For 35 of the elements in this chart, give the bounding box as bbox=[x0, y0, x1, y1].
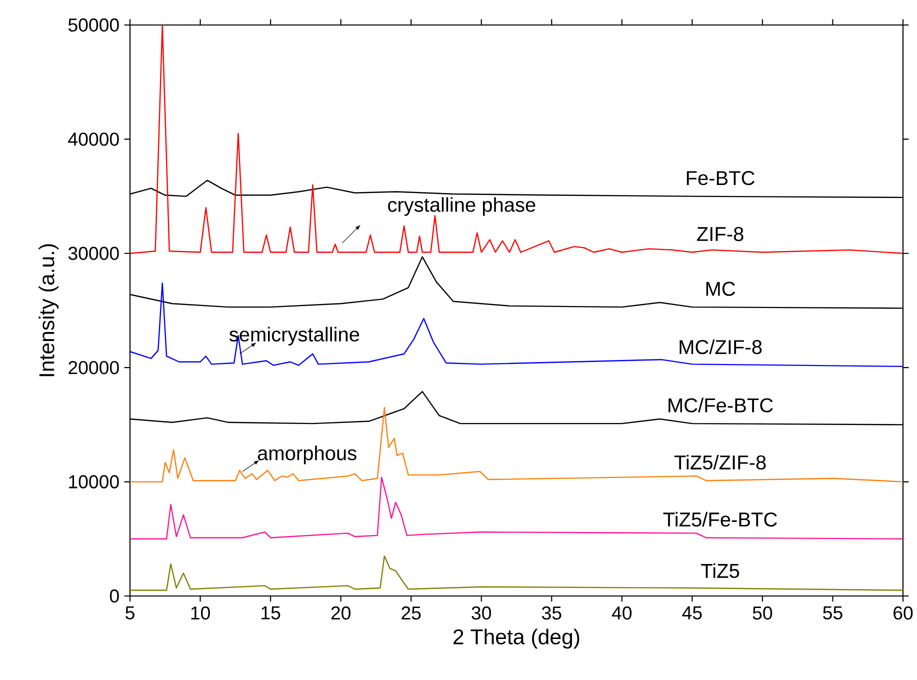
annotation: crystalline phase bbox=[388, 197, 536, 216]
x-tick-label: 35 bbox=[542, 606, 562, 620]
y-tick-label: 30000 bbox=[68, 246, 119, 260]
y-axis-title: Intensity (a.u.) bbox=[38, 244, 59, 376]
x-tick-label: 40 bbox=[612, 606, 632, 620]
x-tick-label: 15 bbox=[262, 606, 280, 620]
x-tick-label: 5 bbox=[126, 606, 134, 620]
line-series bbox=[130, 282, 903, 368]
x-tick-label: 10 bbox=[191, 606, 210, 620]
y-tick-label: 50000 bbox=[68, 18, 119, 32]
series-label: MC/Fe-BTC bbox=[668, 398, 773, 412]
line-series bbox=[130, 24, 903, 254]
x-tick-label: 25 bbox=[402, 606, 421, 620]
series-label: TiZ5/ZIF-8 bbox=[674, 454, 766, 470]
line-series bbox=[130, 555, 903, 591]
y-tick-label: 10000 bbox=[69, 475, 119, 488]
x-tick-label: 45 bbox=[682, 606, 702, 620]
series-label: TiZ5 bbox=[701, 563, 740, 578]
series-label: ZIF-8 bbox=[697, 226, 744, 242]
series-label: MC bbox=[706, 282, 736, 296]
series-label: TiZ5/Fe-BTC bbox=[663, 512, 777, 527]
x-axis-title: 2 Theta (deg) bbox=[454, 628, 580, 649]
x-tick-label: 50 bbox=[752, 606, 772, 620]
series-label: Fe-BTC bbox=[686, 171, 755, 186]
series-label: MC/ZIF-8 bbox=[680, 339, 762, 354]
x-tick-label: 60 bbox=[894, 606, 913, 620]
y-tick-label: 20000 bbox=[68, 360, 119, 374]
annotation: amorphous bbox=[258, 446, 356, 464]
annotation: semicrystalline bbox=[229, 326, 360, 346]
x-tick-label: 55 bbox=[823, 606, 842, 620]
x-tick-label: 20 bbox=[331, 606, 350, 620]
y-tick-label: 40000 bbox=[68, 132, 119, 146]
y-tick-label: 0 bbox=[110, 589, 119, 603]
x-tick-label: 30 bbox=[472, 606, 492, 620]
line-series bbox=[130, 476, 903, 540]
